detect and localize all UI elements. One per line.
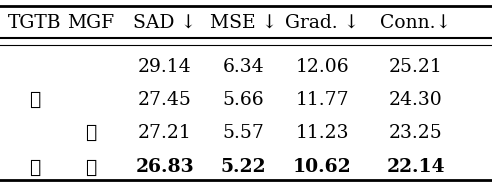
Text: 27.21: 27.21 [138,124,192,142]
Text: 26.83: 26.83 [135,158,194,176]
Text: 6.34: 6.34 [223,58,264,76]
Text: 11.77: 11.77 [296,91,349,109]
Text: 22.14: 22.14 [386,158,445,176]
Text: 10.62: 10.62 [293,158,352,176]
Text: ✓: ✓ [86,158,96,176]
Text: 27.45: 27.45 [138,91,192,109]
Text: MSE ↓: MSE ↓ [210,14,277,32]
Text: 25.21: 25.21 [389,58,443,76]
Text: MGF: MGF [67,14,115,32]
Text: 5.57: 5.57 [222,124,265,142]
Text: 5.22: 5.22 [221,158,266,176]
Text: 24.30: 24.30 [389,91,443,109]
Text: Grad. ↓: Grad. ↓ [285,14,360,32]
Text: SAD ↓: SAD ↓ [133,14,196,32]
Text: ✓: ✓ [86,124,96,142]
Text: TGTB: TGTB [8,14,61,32]
Text: Conn.↓: Conn.↓ [380,14,451,32]
Text: 5.66: 5.66 [223,91,264,109]
Text: ✓: ✓ [29,158,40,176]
Text: 11.23: 11.23 [296,124,349,142]
Text: 12.06: 12.06 [296,58,349,76]
Text: ✓: ✓ [29,91,40,109]
Text: 23.25: 23.25 [389,124,443,142]
Text: 29.14: 29.14 [138,58,191,76]
